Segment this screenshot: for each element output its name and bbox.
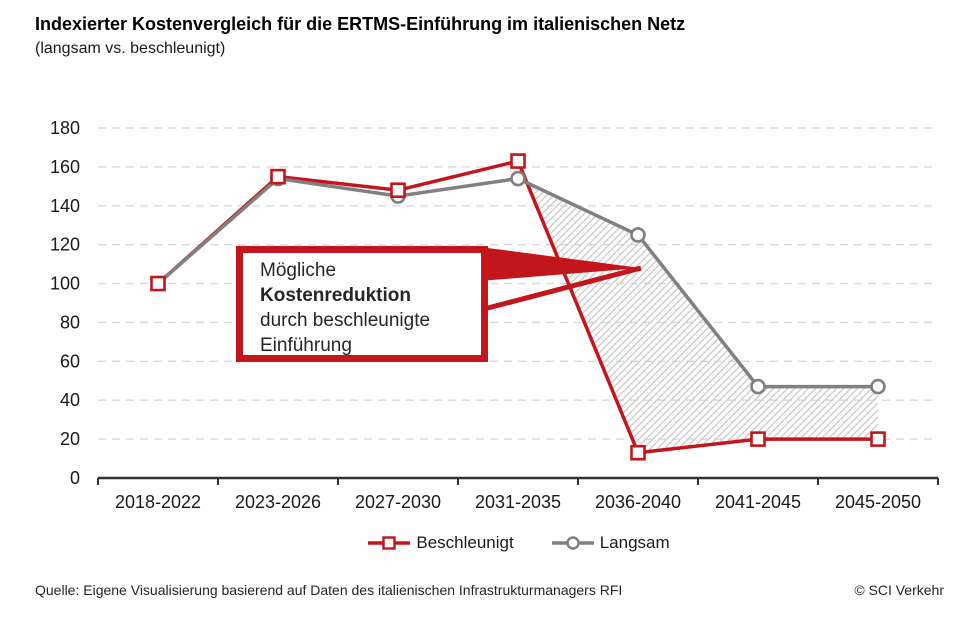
y-tick-label: 80 bbox=[60, 312, 80, 332]
beschleunigt-marker bbox=[870, 431, 886, 447]
x-tick-label: 2018-2022 bbox=[115, 492, 201, 512]
legend-label: Beschleunigt bbox=[416, 533, 514, 552]
source-note: Quelle: Eigene Visualisierung basierend … bbox=[35, 582, 623, 598]
copyright: © SCI Verkehr bbox=[854, 582, 944, 598]
beschleunigt-marker bbox=[750, 431, 766, 447]
beschleunigt-marker bbox=[390, 182, 406, 199]
x-tick-label: 2041-2045 bbox=[715, 492, 801, 512]
y-tick-label: 40 bbox=[60, 390, 80, 410]
x-tick-label: 2023-2026 bbox=[235, 492, 321, 512]
beschleunigt-marker bbox=[150, 275, 166, 292]
langsam-marker bbox=[750, 378, 766, 395]
y-tick-label: 160 bbox=[50, 157, 80, 177]
annotation-callout: Mögliche Kostenreduktion durch beschleunig… bbox=[236, 246, 488, 362]
annotation-line: Mögliche bbox=[260, 260, 337, 281]
langsam-marker bbox=[870, 378, 886, 395]
annotation-line: durch beschleunigte bbox=[260, 310, 431, 331]
x-tick-label: 2036-2040 bbox=[595, 492, 681, 512]
legend-label: Langsam bbox=[599, 533, 670, 552]
cost-reduction-hatch-area bbox=[518, 161, 878, 453]
callout-pointer-edge bbox=[483, 265, 642, 312]
langsam-marker bbox=[510, 170, 526, 187]
x-tick-label: 2031-2035 bbox=[475, 492, 561, 512]
x-tick-label: 2027-2030 bbox=[355, 492, 441, 512]
beschleunigt-marker bbox=[630, 444, 646, 461]
langsam-marker bbox=[630, 227, 646, 243]
x-tick-label: 2045-2050 bbox=[835, 492, 921, 512]
y-tick-label: 100 bbox=[50, 274, 80, 294]
y-tick-label: 140 bbox=[50, 196, 80, 216]
y-tick-label: 0 bbox=[70, 468, 80, 488]
annotation-line: Einführung bbox=[260, 335, 352, 356]
chart-title: Indexierter Kostenvergleich für die ERTM… bbox=[35, 14, 686, 34]
legend: Beschleunigt Langsam bbox=[98, 533, 938, 553]
y-tick-label: 20 bbox=[60, 429, 80, 449]
beschleunigt-marker-icon bbox=[368, 536, 411, 550]
y-tick-label: 120 bbox=[50, 235, 80, 255]
chart-subtitle: (langsam vs. beschleunigt) bbox=[35, 40, 226, 57]
beschleunigt-marker bbox=[270, 168, 286, 185]
annotation-line: Kostenreduktion bbox=[260, 285, 411, 306]
beschleunigt-marker bbox=[510, 153, 526, 169]
y-tick-label: 180 bbox=[50, 118, 80, 138]
annotation-text: Mögliche Kostenreduktion durch beschleunig… bbox=[260, 258, 475, 358]
callout-pointer bbox=[480, 247, 641, 281]
legend-item-langsam: Langsam bbox=[550, 533, 670, 553]
langsam-marker-icon bbox=[551, 536, 594, 550]
y-tick-label: 60 bbox=[60, 351, 80, 371]
footer: Quelle: Eigene Visualisierung basierend … bbox=[35, 582, 944, 598]
legend-item-beschleunigt: Beschleunigt bbox=[366, 533, 514, 553]
